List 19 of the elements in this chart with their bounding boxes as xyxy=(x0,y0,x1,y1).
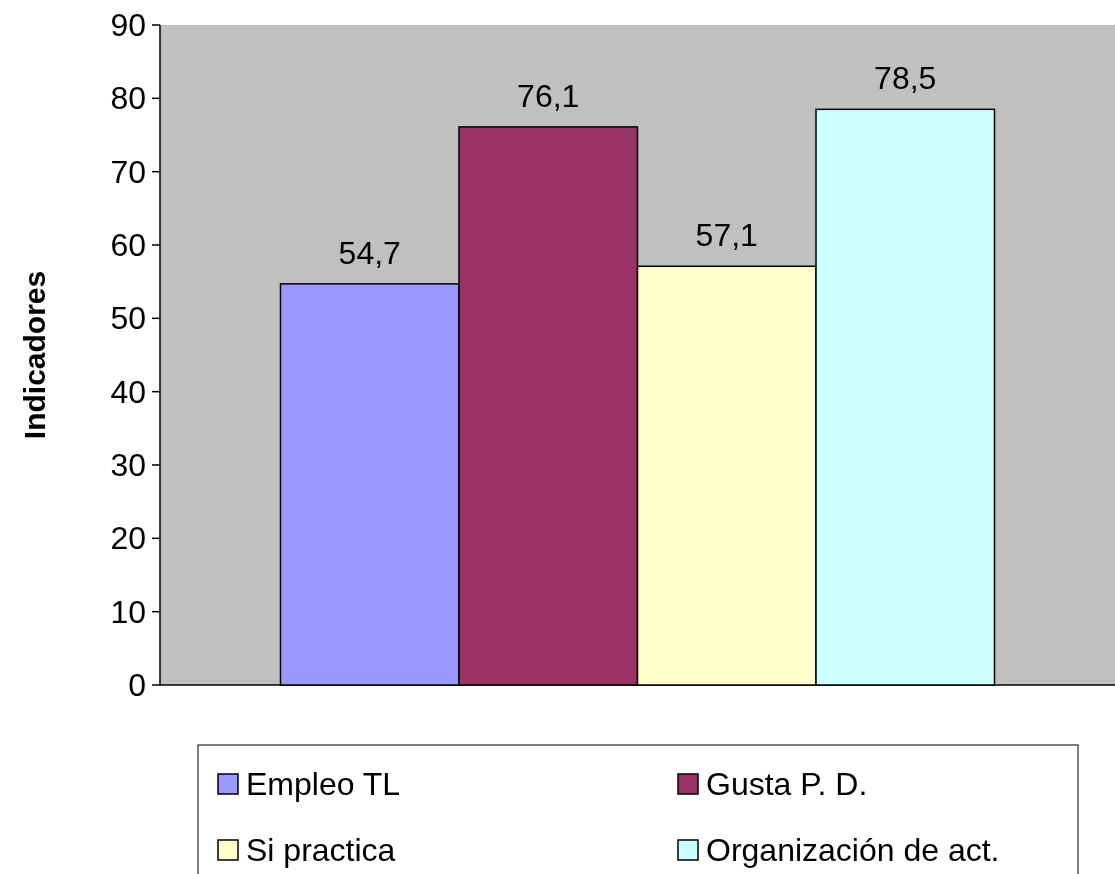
y-tick-label: 40 xyxy=(110,373,146,410)
y-tick-label: 50 xyxy=(110,300,146,337)
legend-label: Si practica xyxy=(246,832,396,868)
y-tick-label: 30 xyxy=(110,447,146,483)
data-label: 57,1 xyxy=(695,217,758,254)
legend-label: Empleo TL xyxy=(246,766,401,802)
y-tick-label: 70 xyxy=(110,153,146,190)
legend-label: Gusta P. D. xyxy=(706,766,868,802)
y-tick-label: 80 xyxy=(110,80,146,117)
data-label: 76,1 xyxy=(517,77,580,114)
data-label: 78,5 xyxy=(874,60,937,97)
y-tick-label: 20 xyxy=(110,520,146,557)
y-axis-title: Indicadores xyxy=(18,270,51,440)
y-tick-label: 60 xyxy=(110,227,146,263)
legend-label: Organización de act. xyxy=(706,832,1000,868)
data-label: 54,7 xyxy=(338,234,401,271)
y-tick-label: 0 xyxy=(128,667,146,703)
y-tick-label: 10 xyxy=(110,593,146,630)
y-tick-label: 90 xyxy=(110,7,146,43)
